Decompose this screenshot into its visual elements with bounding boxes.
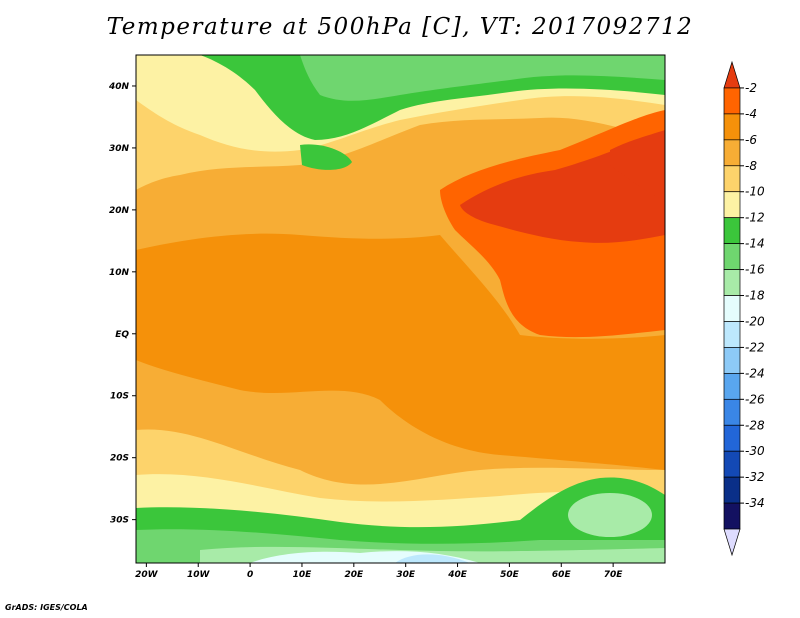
colorbar-swatch <box>723 295 741 322</box>
colorbar-arrow-top <box>723 60 741 89</box>
colorbar-label: -20 <box>745 314 765 328</box>
plot-frame <box>135 54 666 564</box>
colorbar-swatch <box>723 87 741 115</box>
colorbar: -2 -4 -6 -8 -10 -12 -14 -16 -18 -20 -22 -24 -26 -28 -3… <box>723 60 765 557</box>
colorbar-label: -32 <box>745 470 765 484</box>
colorbar-swatch <box>723 243 741 270</box>
colorbar-label: -24 <box>745 366 765 380</box>
x-tick-label: 10W <box>187 570 211 580</box>
y-tick-label: 30S <box>110 516 129 526</box>
x-tick-label: 40E <box>447 570 468 580</box>
colorbar-label: -34 <box>745 496 765 510</box>
field-band-minus16-north <box>300 55 665 101</box>
y-tick-label: 10N <box>109 268 130 278</box>
chart-title: Temperature at 500hPa [C], VT: 201709271… <box>106 14 694 40</box>
colorbar-swatch <box>723 321 741 348</box>
colorbar-swatch <box>723 269 741 296</box>
y-tick-label: 10S <box>110 392 129 402</box>
field-cold-pool-southeast <box>568 493 652 537</box>
x-tick-label: 30E <box>396 570 416 580</box>
colorbar-swatch <box>723 165 741 193</box>
colorbar-swatch <box>723 113 741 141</box>
x-tick-label: 10E <box>293 570 313 580</box>
colorbar-label: -2 <box>745 81 757 95</box>
colorbar-label: -8 <box>745 159 757 173</box>
colorbar-label: -6 <box>745 133 757 147</box>
x-tick-label: 20E <box>344 570 364 580</box>
colorbar-label: -28 <box>745 418 765 432</box>
colorbar-label: -16 <box>745 263 765 277</box>
colorbar-label: -12 <box>745 211 765 225</box>
colorbar-swatch <box>723 476 741 504</box>
colorbar-swatch <box>723 450 741 478</box>
plot-frame-group <box>135 54 666 564</box>
colorbar-label: -4 <box>745 107 757 121</box>
x-tick-label: 60E <box>552 570 572 580</box>
x-tick-label: 20W <box>135 570 159 580</box>
field-band-minus2-india <box>610 130 665 200</box>
x-tick-label: 50E <box>500 570 520 580</box>
field-band-minus14-sahara <box>300 144 352 170</box>
axis-ticks: 20W 10W 0 10E 20E 30E 40E 50E 60E 70E 40N 30N 20N 10N… <box>108 82 623 580</box>
colorbar-swatch <box>723 398 741 426</box>
colorbar-swatch <box>723 217 741 244</box>
y-tick-label: 20N <box>109 206 130 216</box>
colorbar-swatch <box>723 139 741 167</box>
colorbar-label: -18 <box>745 289 765 303</box>
colorbar-label: -10 <box>745 185 765 199</box>
y-tick-label: 20S <box>110 454 129 464</box>
colorbar-swatch <box>723 191 741 219</box>
y-tick-label: EQ <box>115 330 129 340</box>
colorbar-label: -30 <box>745 444 765 458</box>
field-band-minus6 <box>136 233 665 470</box>
x-tick-label: 0 <box>247 570 253 580</box>
colorbar-label: -14 <box>745 237 765 251</box>
y-tick-label: 40N <box>108 82 130 92</box>
colorbar-swatch <box>723 502 741 530</box>
field-band-minus22-south <box>395 554 470 563</box>
colorbar-label: -26 <box>745 392 765 406</box>
colorbar-swatch <box>723 424 741 452</box>
x-tick-label: 70E <box>604 570 624 580</box>
credit-label: GrADS: IGES/COLA <box>5 603 88 612</box>
colorbar-arrow-bottom <box>723 528 741 557</box>
y-tick-label: 30N <box>109 144 130 154</box>
temperature-field <box>136 55 665 563</box>
colorbar-swatch <box>723 347 741 374</box>
colorbar-swatch <box>723 373 741 400</box>
colorbar-label: -22 <box>745 340 765 354</box>
